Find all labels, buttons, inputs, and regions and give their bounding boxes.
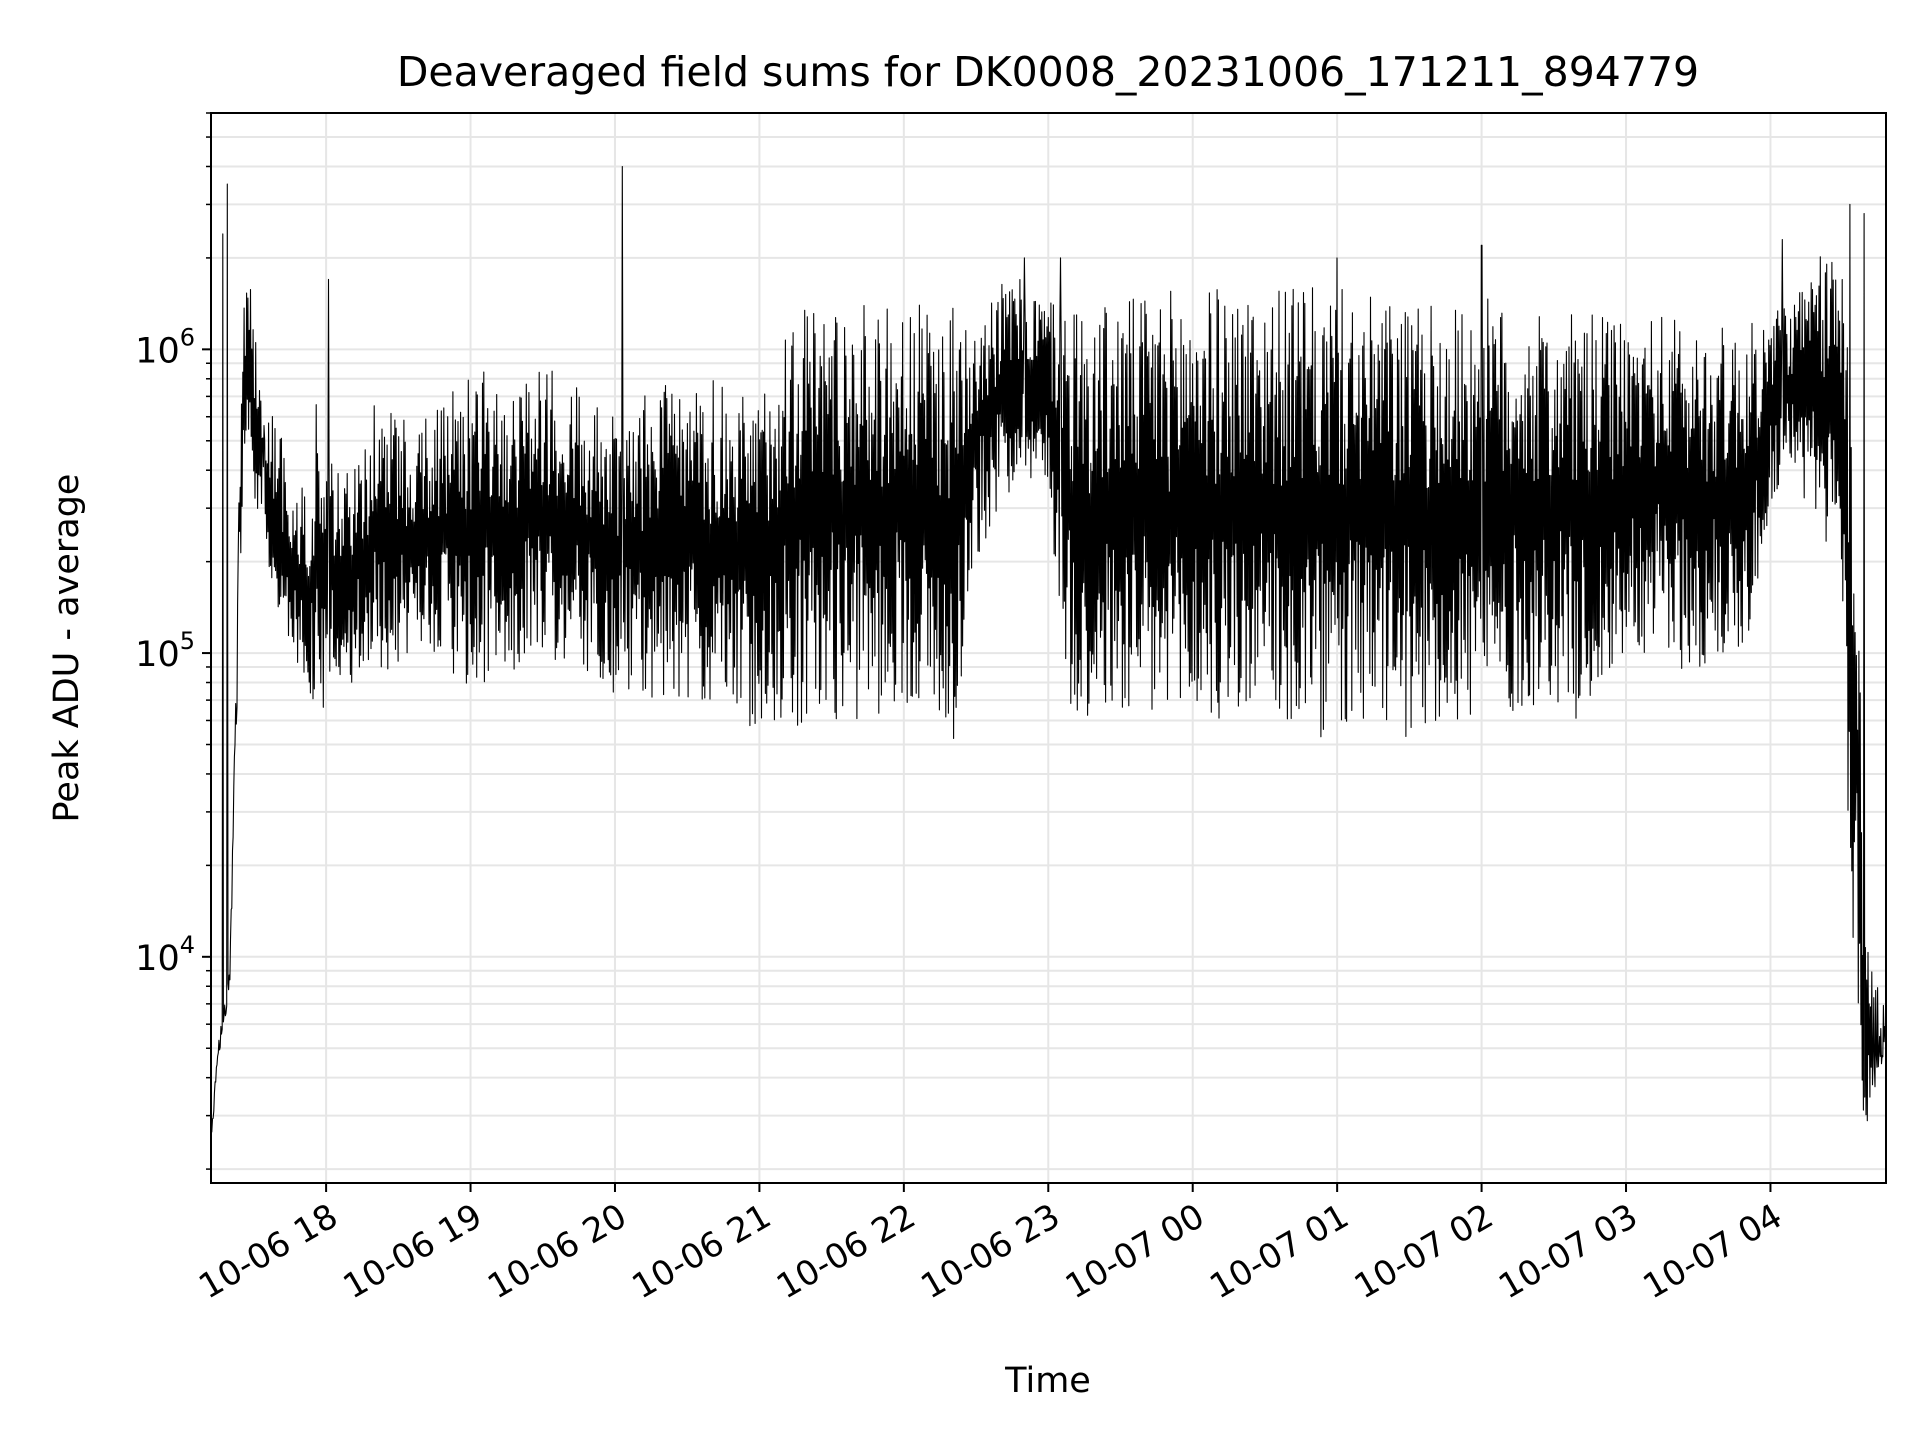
x-axis-label: Time xyxy=(1004,1361,1091,1401)
y-tick-label: 105 xyxy=(135,627,195,675)
y-tick-label: 106 xyxy=(135,323,195,371)
y-tick-exponent: 5 xyxy=(180,627,195,655)
series-path xyxy=(210,165,1887,1149)
y-tick-exponent: 6 xyxy=(180,323,195,351)
y-tick-base: 10 xyxy=(135,635,180,675)
y-tick-base: 10 xyxy=(135,939,180,979)
y-tick-base: 10 xyxy=(135,331,180,371)
series-line xyxy=(210,165,1887,1149)
chart-title: Deaveraged field sums for DK0008_2023100… xyxy=(397,48,1699,96)
y-axis-label: Peak ADU - average xyxy=(47,474,87,823)
y-tick-label: 104 xyxy=(135,931,195,979)
y-tick-exponent: 4 xyxy=(180,931,195,959)
